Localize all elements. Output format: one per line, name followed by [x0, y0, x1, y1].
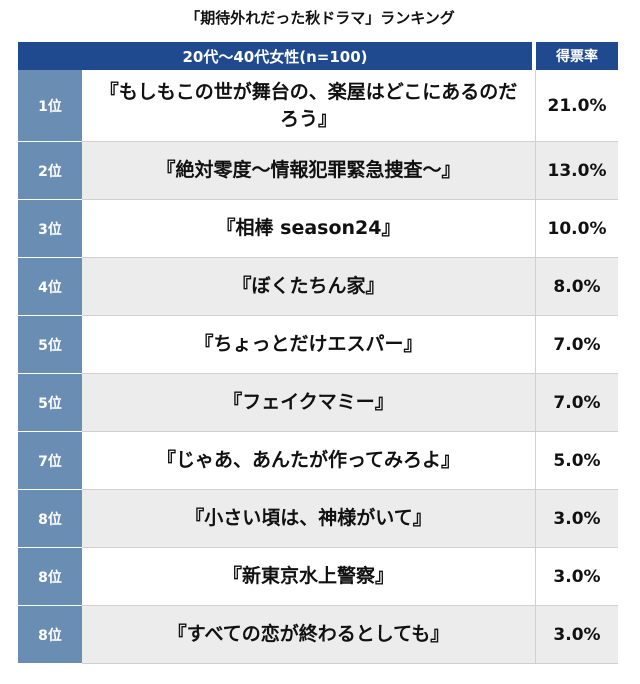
- vote-rate: 5.0%: [536, 432, 618, 490]
- drama-title: 『相棒 season24』: [82, 200, 536, 258]
- rank-cell: 5位: [18, 316, 82, 374]
- table-row: 1位 『もしもこの世が舞台の、楽屋はどこにあるのだろう』 21.0%: [18, 70, 618, 142]
- table-row: 8位 『小さい頃は、神様がいて』 3.0%: [18, 490, 618, 548]
- rank-cell: 3位: [18, 200, 82, 258]
- header-rate-label: 得票率: [536, 42, 618, 70]
- rank-cell: 8位: [18, 548, 82, 606]
- rank-cell: 7位: [18, 432, 82, 490]
- rank-cell: 8位: [18, 490, 82, 548]
- vote-rate: 3.0%: [536, 548, 618, 606]
- rank-cell: 2位: [18, 142, 82, 200]
- vote-rate: 13.0%: [536, 142, 618, 200]
- drama-title: 『ぼくたちん家』: [82, 258, 536, 316]
- ranking-table: 20代〜40代女性(n=100) 得票率 1位 『もしもこの世が舞台の、楽屋はど…: [18, 42, 618, 664]
- header-divider: [532, 42, 536, 70]
- vote-rate: 3.0%: [536, 606, 618, 664]
- drama-title: 『絶対零度〜情報犯罪緊急捜査〜』: [82, 142, 536, 200]
- table-row: 8位 『すべての恋が終わるとしても』 3.0%: [18, 606, 618, 664]
- vote-rate: 7.0%: [536, 374, 618, 432]
- drama-title: 『新東京水上警察』: [82, 548, 536, 606]
- rank-cell: 1位: [18, 70, 82, 142]
- drama-title: 『じゃあ、あんたが作ってみろよ』: [82, 432, 536, 490]
- table-row: 2位 『絶対零度〜情報犯罪緊急捜査〜』 13.0%: [18, 142, 618, 200]
- drama-title: 『もしもこの世が舞台の、楽屋はどこにあるのだろう』: [82, 70, 536, 142]
- rank-cell: 5位: [18, 374, 82, 432]
- table-row: 5位 『ちょっとだけエスパー』 7.0%: [18, 316, 618, 374]
- rank-cell: 4位: [18, 258, 82, 316]
- table-row: 7位 『じゃあ、あんたが作ってみろよ』 5.0%: [18, 432, 618, 490]
- drama-title: 『小さい頃は、神様がいて』: [82, 490, 536, 548]
- vote-rate: 21.0%: [536, 70, 618, 142]
- drama-title: 『フェイクマミー』: [82, 374, 536, 432]
- rank-cell: 8位: [18, 606, 82, 664]
- drama-title: 『ちょっとだけエスパー』: [82, 316, 536, 374]
- vote-rate: 7.0%: [536, 316, 618, 374]
- vote-rate: 3.0%: [536, 490, 618, 548]
- header-group-label: 20代〜40代女性(n=100): [18, 42, 532, 70]
- table-row: 4位 『ぼくたちん家』 8.0%: [18, 258, 618, 316]
- table-row: 5位 『フェイクマミー』 7.0%: [18, 374, 618, 432]
- vote-rate: 10.0%: [536, 200, 618, 258]
- vote-rate: 8.0%: [536, 258, 618, 316]
- drama-title: 『すべての恋が終わるとしても』: [82, 606, 536, 664]
- page-title: 「期待外れだった秋ドラマ」ランキング: [185, 9, 455, 27]
- table-row: 3位 『相棒 season24』 10.0%: [18, 200, 618, 258]
- table-header: 20代〜40代女性(n=100) 得票率: [18, 42, 618, 70]
- table-row: 8位 『新東京水上警察』 3.0%: [18, 548, 618, 606]
